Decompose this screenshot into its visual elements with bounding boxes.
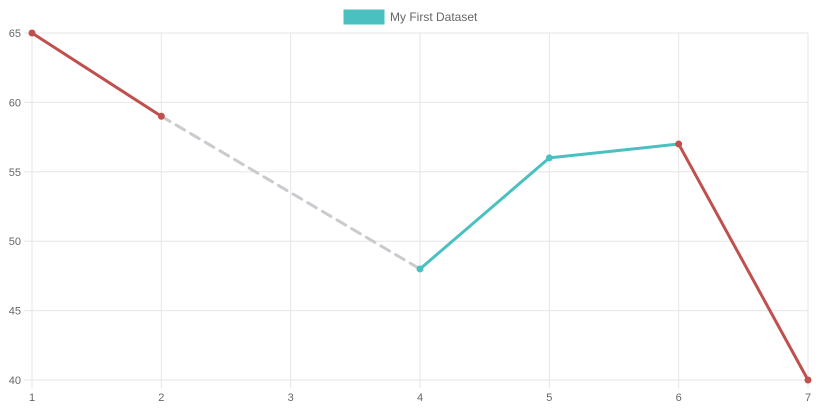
series-segment-6-7 <box>677 142 810 382</box>
legend-label[interactable]: My First Dataset <box>390 10 478 24</box>
y-tick-label-45: 45 <box>9 306 21 318</box>
data-point-6[interactable] <box>675 140 683 148</box>
y-tick-label-50: 50 <box>9 236 21 248</box>
series-segment-5-6 <box>547 142 681 160</box>
x-tick-label-7: 7 <box>805 392 811 404</box>
series-segment-4-5 <box>418 156 551 271</box>
y-tick-label-40: 40 <box>9 375 21 387</box>
x-tick-label-5: 5 <box>546 392 552 404</box>
y-tick-label-55: 55 <box>9 167 21 179</box>
data-point-4[interactable] <box>416 265 424 273</box>
x-tick-label-3: 3 <box>288 392 294 404</box>
y-tick-label-65: 65 <box>9 28 21 40</box>
grid-layer <box>31 32 809 381</box>
data-point-5[interactable] <box>545 154 553 162</box>
point-layer <box>28 29 812 384</box>
data-point-2[interactable] <box>157 112 165 120</box>
data-point-1[interactable] <box>28 29 36 37</box>
y-tick-label-60: 60 <box>9 97 21 109</box>
x-tick-label-6: 6 <box>676 392 682 404</box>
series-segment-2-4 <box>159 114 422 271</box>
legend[interactable]: My First Dataset <box>343 9 478 25</box>
x-tick-label-1: 1 <box>29 392 35 404</box>
data-point-7[interactable] <box>804 376 812 384</box>
x-tick-label-4: 4 <box>417 392 423 404</box>
series-segment-1-2 <box>30 31 163 118</box>
series-layer <box>30 31 810 382</box>
x-tick-label-2: 2 <box>158 392 164 404</box>
legend-swatch[interactable] <box>343 9 385 25</box>
